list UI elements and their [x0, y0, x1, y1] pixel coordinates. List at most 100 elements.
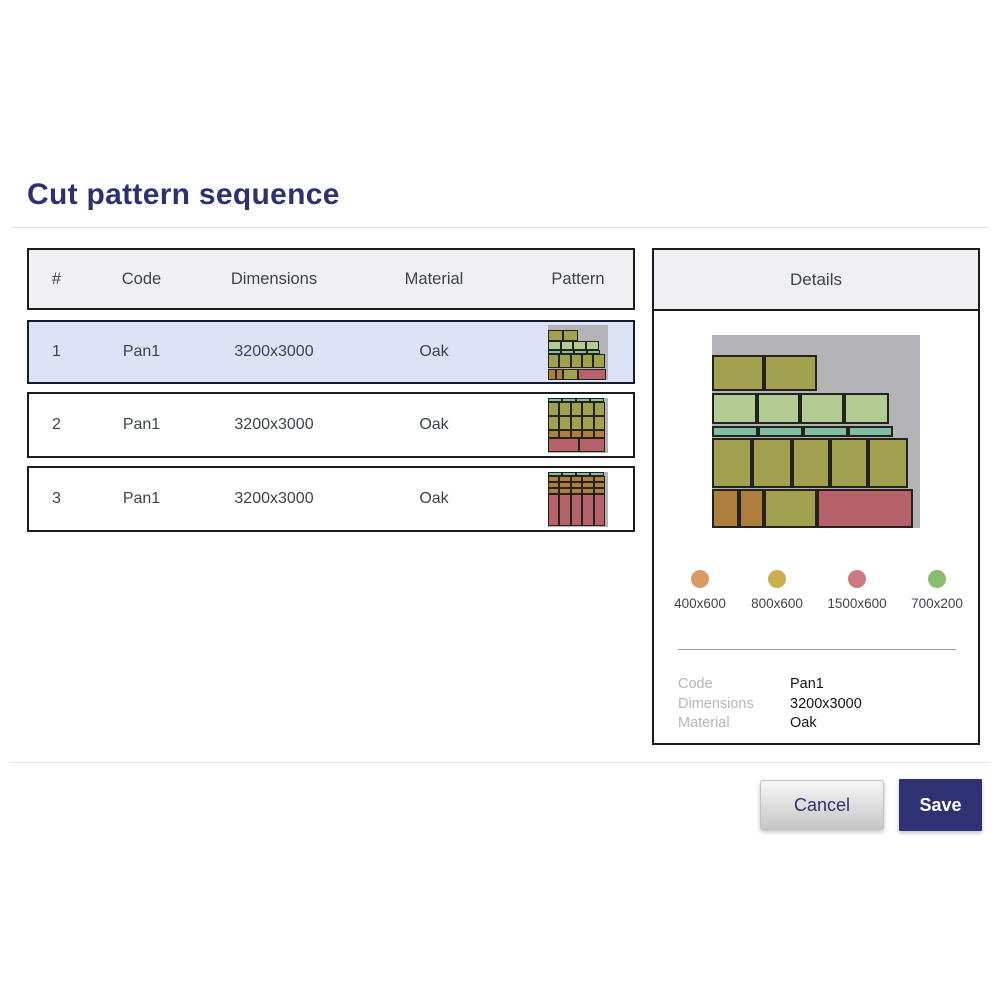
info-row-material: Material Oak: [678, 714, 862, 734]
legend-item: 800x600: [735, 570, 819, 611]
pattern-part-orange: [559, 488, 571, 495]
info-label: Material: [678, 715, 730, 731]
cell-material: Oak: [419, 490, 449, 507]
pattern-part-orange: [570, 429, 583, 438]
pattern-part-olive: [582, 353, 594, 369]
info-value: Pan1: [790, 676, 824, 692]
table-row[interactable]: 3 Pan1 3200x3000 Oak: [27, 466, 635, 532]
pattern-part-olive: [764, 489, 817, 528]
pattern-thumbnail: [548, 324, 608, 380]
pattern-part-olive: [563, 330, 579, 341]
info-value: Oak: [790, 715, 817, 731]
save-button[interactable]: Save: [899, 779, 982, 831]
pattern-part-orange: [593, 429, 605, 438]
pattern-part-teal: [848, 426, 893, 438]
pattern-part-olive: [559, 416, 571, 430]
column-header-code: Code: [121, 269, 162, 288]
column-header-material: Material: [404, 269, 464, 288]
pattern-part-palegreen: [585, 341, 599, 350]
cell-dimensions: 3200x3000: [234, 416, 314, 433]
cell-index: 1: [52, 343, 61, 360]
details-divider: [678, 649, 956, 650]
pattern-part-olive: [570, 416, 583, 430]
pattern-part-teal: [548, 398, 562, 402]
pattern-part-olive: [570, 402, 583, 417]
cell-dimensions: 3200x3000: [234, 490, 314, 507]
info-row-code: Code Pan1: [678, 675, 862, 695]
legend-label: 400x600: [674, 596, 726, 611]
legend-dot: [691, 570, 709, 588]
pattern-part-olive: [764, 355, 817, 392]
pattern-part-palegreen: [843, 393, 889, 425]
pattern-part-olive: [563, 368, 579, 380]
legend-dot: [928, 570, 946, 588]
cell-index: 3: [52, 490, 61, 507]
pattern-part-orange: [739, 489, 764, 528]
pattern-part-orange: [582, 475, 594, 482]
pattern-part-teal: [590, 398, 604, 402]
pattern-part-red: [578, 368, 607, 380]
legend-item: 700x200: [895, 570, 979, 611]
pattern-part-teal: [803, 426, 849, 438]
cell-dimensions: 3200x3000: [234, 343, 314, 360]
cancel-button[interactable]: Cancel: [760, 780, 884, 830]
cell-index: 2: [52, 416, 61, 433]
pattern-part-orange: [548, 429, 560, 438]
legend-dot: [768, 570, 786, 588]
pattern-part-palegreen: [712, 393, 757, 425]
pattern-part-orange: [582, 429, 594, 438]
pattern-part-teal: [576, 472, 590, 476]
bottom-divider: [10, 762, 990, 763]
pattern-thumbnail: [548, 397, 608, 453]
info-row-dimensions: Dimensions 3200x3000: [678, 695, 862, 715]
pattern-part-palegreen: [560, 341, 574, 350]
pattern-part-olive: [559, 402, 571, 417]
pattern-part-teal: [576, 398, 590, 402]
pattern-part-olive: [751, 438, 792, 489]
pattern-part-olive: [868, 438, 909, 489]
pattern-part-olive: [829, 438, 869, 489]
pattern-part-teal: [757, 426, 804, 438]
pattern-part-teal: [548, 472, 562, 476]
pattern-part-olive: [712, 355, 764, 392]
cell-pattern: [519, 471, 637, 527]
pattern-part-teal: [712, 426, 758, 438]
pattern-thumbnail: [548, 471, 608, 527]
pattern-part-olive: [548, 330, 563, 341]
pattern-part-palegreen: [548, 341, 561, 350]
pattern-part-orange: [548, 475, 560, 482]
pattern-part-orange: [559, 429, 571, 438]
pattern-part-orange: [570, 475, 583, 482]
details-pattern-canvas: [712, 335, 920, 528]
pattern-part-olive: [712, 438, 752, 489]
legend-dot: [848, 570, 866, 588]
cell-material: Oak: [419, 416, 449, 433]
cell-pattern: [519, 397, 637, 453]
details-info: Code Pan1 Dimensions 3200x3000 Material …: [678, 675, 862, 734]
legend-item: 1500x600: [815, 570, 899, 611]
pattern-part-olive: [593, 402, 605, 417]
pattern-part-olive: [559, 353, 571, 369]
legend-label: 800x600: [751, 596, 803, 611]
info-label: Code: [678, 676, 713, 692]
pattern-part-red: [548, 494, 560, 526]
pattern-part-teal: [574, 350, 588, 354]
legend-label: 700x200: [911, 596, 963, 611]
info-label: Dimensions: [678, 695, 754, 712]
pattern-part-orange: [570, 481, 583, 488]
pattern-table-header: # Code Dimensions Material Pattern: [27, 248, 635, 310]
pattern-part-teal: [548, 350, 562, 354]
pattern-part-teal: [590, 472, 604, 476]
pattern-part-palegreen: [573, 341, 586, 350]
pattern-legend: 400x600 800x600 1500x600 700x200: [654, 570, 978, 632]
table-row[interactable]: 1 Pan1 3200x3000 Oak: [27, 320, 635, 384]
page-title: Cut pattern sequence: [27, 178, 340, 211]
pattern-part-teal: [562, 472, 576, 476]
table-row[interactable]: 2 Pan1 3200x3000 Oak: [27, 392, 635, 458]
column-header-index: #: [51, 269, 62, 288]
pattern-part-teal: [587, 350, 601, 354]
pattern-part-orange: [582, 488, 594, 495]
pattern-part-olive: [582, 402, 594, 417]
cell-material: Oak: [419, 343, 449, 360]
